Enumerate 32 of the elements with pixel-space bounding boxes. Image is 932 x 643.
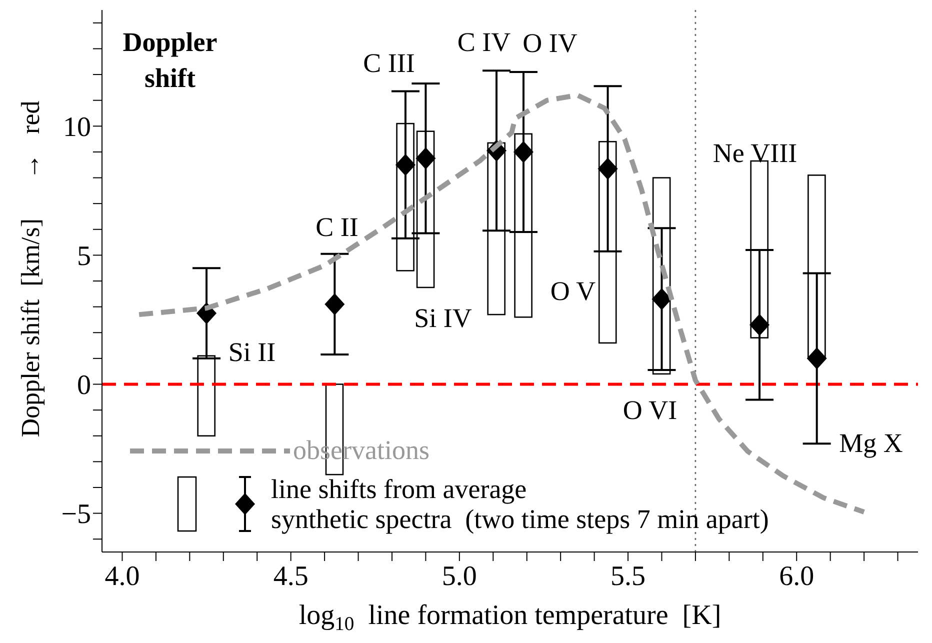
point xyxy=(652,288,672,310)
annotation: C II xyxy=(316,212,358,242)
legend-label: synthetic spectra (two time steps 7 min apart) xyxy=(271,504,769,534)
point xyxy=(750,314,770,336)
y-axis-title: Doppler shift [km/s] → red xyxy=(16,100,44,438)
annotation: C III xyxy=(363,48,415,78)
y-tick-label: 5 xyxy=(77,241,91,272)
annotation: O VI xyxy=(622,395,678,425)
y-tick-label: 10 xyxy=(63,112,91,144)
text: Doppler shift xyxy=(122,26,218,95)
legend-label: line shifts from average xyxy=(271,474,528,504)
x-tick-label: 5.5 xyxy=(610,560,646,592)
point xyxy=(806,347,827,370)
annotation: Mg X xyxy=(839,428,903,458)
point xyxy=(598,158,618,180)
point xyxy=(395,154,416,176)
x-axis-title: log$_{10}$ line formation temperature [K] xyxy=(298,600,722,635)
y-tick-label: 0 xyxy=(77,370,91,402)
annotation: C IV xyxy=(457,27,511,57)
x-tick-label: 4.0 xyxy=(104,560,140,592)
annotation: Si II xyxy=(228,337,276,367)
annotation: O V xyxy=(550,276,596,306)
point xyxy=(324,293,345,316)
x-tick-label: 6.0 xyxy=(779,560,814,592)
x-tick-label: 4.5 xyxy=(273,560,308,592)
point xyxy=(513,140,534,163)
point xyxy=(416,147,436,170)
annotation: Ne VIII xyxy=(712,138,798,168)
annotation: Si IV xyxy=(414,303,472,333)
y-tick-label: −5 xyxy=(61,499,91,530)
annotation: O IV xyxy=(522,28,578,58)
x-tick-label: 5.0 xyxy=(442,560,477,592)
